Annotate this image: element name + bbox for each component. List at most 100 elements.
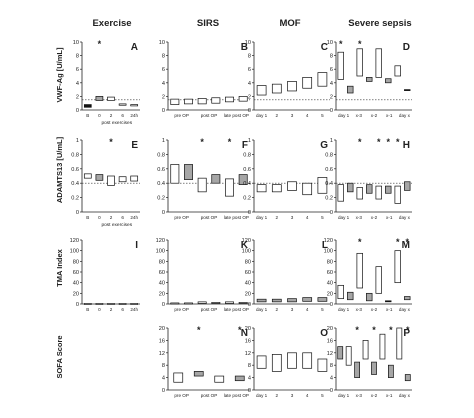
box-mark [214,375,225,383]
y-tick-label: 10 [159,40,165,46]
x-tick-label: 0 [98,113,101,118]
box-mark [95,96,104,101]
box-mark [197,301,207,304]
y-tick-label: 60 [159,270,165,276]
significance-star: * [109,137,113,147]
box-mark [302,77,313,89]
x-tick-label: 4 [306,307,309,312]
y-tick-label: 6 [330,67,333,73]
y-tick-label: 0 [330,108,333,114]
box-mark [375,266,382,294]
significance-star: * [98,39,102,49]
y-tick-label: 0 [162,108,165,114]
y-tick-label: 0.4 [243,181,251,187]
significance-star: * [396,237,400,247]
significance-star: * [406,325,410,335]
x-tick-label: B [86,307,89,312]
box-mark [354,361,360,378]
box-mark [238,174,248,185]
box-mark [184,302,193,305]
y-tick-label: 0 [248,388,251,394]
box-mark [396,327,403,360]
box-mark [173,372,184,383]
x-tick-label: 5 [321,113,324,118]
y-tick-label: 60 [327,270,333,276]
x-tick-label: late post OP [224,113,249,118]
box-mark [211,174,221,184]
box-mark [271,83,282,94]
significance-star: * [358,237,362,247]
row-label-sofa-score: SOFA Score [55,335,64,378]
y-tick-label: 0.6 [71,167,79,173]
box-mark [256,85,267,96]
y-tick-label: 0 [76,210,79,216]
x-tick-label: x-1 [386,215,393,220]
x-tick-label: late post OP [224,307,249,312]
y-tick-label: 4 [162,376,165,382]
significance-star: * [228,137,232,147]
box-mark [345,346,352,366]
significance-star: * [238,325,242,335]
x-tick-label: 3 [291,393,294,398]
panel-letter: K [241,240,249,251]
box-mark [302,352,313,369]
box-mark [130,175,139,182]
box-mark [287,181,297,191]
box-mark [347,291,354,301]
x-tick-label: post OP [201,307,218,312]
box-mark [238,96,248,102]
x-tick-label: 5 [321,307,324,312]
box-mark [385,185,392,194]
panel-letter: E [131,140,138,151]
x-tick-label: 24h [130,215,138,220]
x-tick-label: late post OP [224,393,249,398]
panel-letter: G [320,140,328,151]
box-mark [371,361,377,375]
significance-star: * [200,137,204,147]
row-labels: VWF-Ag [U/mL] ADAMTS13 [U/mL] TMA Index … [55,47,64,379]
panel-letter: I [135,240,138,251]
y-tick-label: 0 [248,210,251,216]
y-tick-label: 20 [327,291,333,297]
x-tick-label: 3 [291,307,294,312]
y-tick-label: 100 [324,249,333,255]
y-tick-label: 0 [162,210,165,216]
panel-letter: O [320,328,328,339]
panel-E: 0 0.2 0.4 0.6 0.8 1 * E B 0 2 6 24h post exercises [71,137,140,228]
box-mark [375,185,382,200]
y-tick-label: 20 [159,291,165,297]
x-tick-label: 3 [291,113,294,118]
significance-star: * [358,137,362,147]
x-tick-label: x-1 [386,393,393,398]
box-mark [256,298,267,303]
x-tick-label: 2 [276,215,279,220]
box-mark [238,302,248,304]
x-tick-label: post OP [201,215,218,220]
box-mark [388,364,394,378]
box-mark [337,184,344,202]
box-mark [234,375,245,382]
x-tick-label: pre OP [174,215,189,220]
x-tick-label: day x [399,393,411,398]
x-tick-label: day 1 [338,215,350,220]
panel-I: 0 20 40 60 80 100 120 I B 0 2 6 24h [70,238,140,312]
significance-star: * [389,325,393,335]
x-tick-label: 6 [121,215,124,220]
y-tick-label: 10 [245,40,251,46]
y-tick-label: 1 [76,138,79,144]
box-mark [118,303,127,305]
y-tick-label: 4 [248,81,251,87]
box-mark [394,250,401,284]
x-tick-label: 0 [98,215,101,220]
box-mark [225,96,234,103]
x-tick-label: 2 [276,113,279,118]
y-tick-label: 8 [330,54,333,60]
y-tick-label: 10 [73,40,79,46]
y-tick-label: 4 [330,81,333,87]
y-tick-label: 0 [330,388,333,394]
box-mark [107,303,115,305]
significance-star: * [355,325,359,335]
